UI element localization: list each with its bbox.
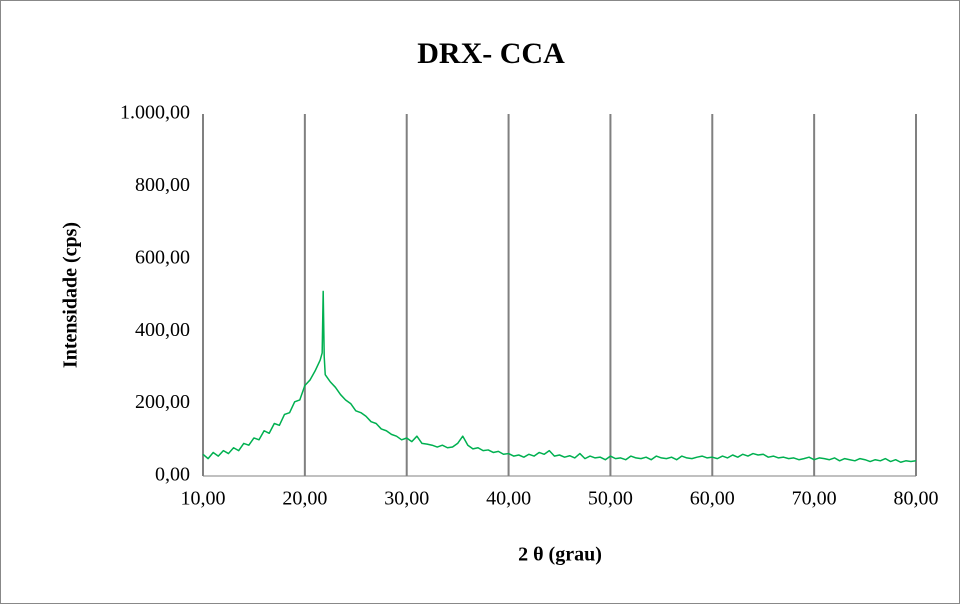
x-tick-label: 70,00 — [792, 488, 837, 510]
data-line — [202, 290, 917, 463]
x-tick-label: 10,00 — [181, 488, 226, 510]
y-tick-label: 0,00 — [155, 464, 190, 486]
chart-title: DRX- CCA — [417, 37, 565, 70]
x-tick-label: 80,00 — [894, 488, 939, 510]
x-tick-label: 20,00 — [282, 488, 327, 510]
y-tick-label: 200,00 — [135, 391, 190, 413]
x-tick-label: 60,00 — [690, 488, 735, 510]
y-tick-label: 600,00 — [135, 246, 190, 268]
y-tick-label: 800,00 — [135, 174, 190, 196]
x-tick-label: 50,00 — [588, 488, 633, 510]
y-tick-label: 1.000,00 — [120, 102, 190, 124]
y-axis-label: Intensidade (cps) — [60, 222, 82, 368]
y-tick-label: 400,00 — [135, 319, 190, 341]
x-tick-label: 40,00 — [486, 488, 531, 510]
x-axis-label: 2 θ (grau) — [518, 544, 602, 566]
x-tick-label: 30,00 — [384, 488, 429, 510]
